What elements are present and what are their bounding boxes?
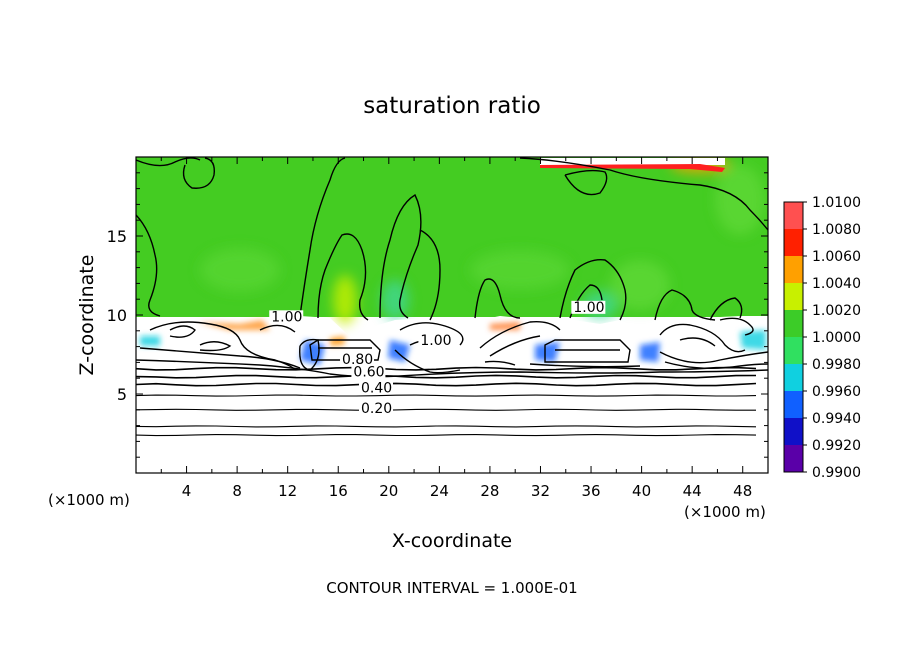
x-tick-label: 20 <box>379 482 398 500</box>
colorbar-label: 0.9940 <box>812 411 861 427</box>
contour-line <box>136 374 757 379</box>
y-tick-label: 10 <box>107 306 127 325</box>
contour-label-bg <box>269 310 304 324</box>
colorbar-label: 1.0060 <box>812 249 861 265</box>
flat-contours <box>136 366 757 437</box>
y-tick-label: 5 <box>117 385 127 404</box>
colorbar-swatch <box>784 283 803 310</box>
contour-labels: 1.00 1.00 1.00 0.800.600.40 0.20 <box>269 300 606 417</box>
contour-label-bg <box>351 365 386 379</box>
x-tick-label: 36 <box>581 482 600 500</box>
contour-label: 0.20 <box>361 401 392 417</box>
colorbar-label: 0.9900 <box>812 465 861 481</box>
x-axis-label: X-coordinate <box>392 530 512 552</box>
chart-title: saturation ratio <box>363 93 541 119</box>
colorbar-label: 0.9960 <box>812 384 861 400</box>
contour-label: 0.80 <box>342 352 373 368</box>
colorbar-label: 0.9920 <box>812 438 861 454</box>
colorbar-label: 1.0040 <box>812 276 861 292</box>
colorbar-swatch <box>784 337 803 364</box>
x-tick-label: 32 <box>531 482 550 500</box>
colorbar-label: 1.0100 <box>812 195 861 211</box>
contour-label: 0.40 <box>361 380 392 396</box>
x-tick-label: 16 <box>329 482 348 500</box>
contour-label: 1.00 <box>420 333 451 349</box>
contour-label: 1.00 <box>271 309 302 325</box>
colorbar-swatch <box>784 418 803 445</box>
colorbar-label: 1.0020 <box>812 303 861 319</box>
colorbar-label: 1.0080 <box>812 222 861 238</box>
x-unit-label-right: (×1000 m) <box>684 503 766 521</box>
colorbar-label: 1.0000 <box>812 330 861 346</box>
contour-label-bg <box>358 381 393 395</box>
unsaturated-region <box>136 316 768 473</box>
contour-line <box>136 434 757 437</box>
contour-line <box>136 408 756 411</box>
y-axis-label: Z-coordinate <box>76 255 98 376</box>
contour-line <box>136 394 757 397</box>
contour-label: 0.60 <box>353 365 384 381</box>
x-tick-label: 40 <box>632 482 651 500</box>
contour-label-bg <box>418 334 453 348</box>
contour-lines <box>136 157 768 378</box>
x-axis-ticks: 4 8 12 16 20 24 28 32 36 40 44 48 <box>160 157 752 500</box>
contour-label-bg <box>340 352 375 366</box>
colorbar-swatch <box>784 364 803 391</box>
plot-area <box>136 157 768 473</box>
contour-label: 1.00 <box>573 300 604 316</box>
contour-line <box>136 366 757 371</box>
colorbar-swatch <box>784 445 803 472</box>
x-tick-label: 44 <box>683 482 702 500</box>
contour-label-bg <box>358 401 393 415</box>
y-axis-ticks: 5 10 15 <box>107 172 768 458</box>
x-tick-label: 8 <box>232 482 242 500</box>
x-tick-label: 12 <box>278 482 297 500</box>
colorbar-swatch <box>784 310 803 337</box>
colorbar-swatch <box>784 256 803 283</box>
contour-line <box>136 425 757 428</box>
contour-interval-note: CONTOUR INTERVAL = 1.000E-01 <box>326 579 577 597</box>
contour-line <box>136 382 757 387</box>
colorbar-swatch <box>784 202 803 229</box>
x-unit-label-left: (×1000 m) <box>48 491 130 509</box>
x-tick-label: 24 <box>430 482 449 500</box>
colorbar: 0.9900 0.9920 0.9940 0.9960 0.9980 1.0000 1.00… <box>783 195 861 481</box>
y-tick-label: 15 <box>107 227 127 246</box>
colorbar-swatch <box>784 229 803 256</box>
colorbar-label: 0.9980 <box>812 357 861 373</box>
x-tick-label: 48 <box>733 482 752 500</box>
top-white-band <box>540 158 725 165</box>
contour-label-bg <box>571 300 606 314</box>
x-tick-label: 28 <box>480 482 499 500</box>
saturated-field <box>136 157 768 317</box>
x-tick-label: 4 <box>182 482 192 500</box>
colorbar-swatch <box>784 391 803 418</box>
